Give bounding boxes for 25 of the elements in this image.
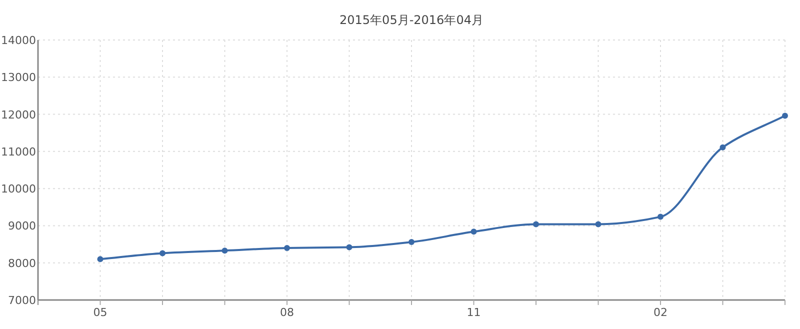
point <box>595 221 602 228</box>
point <box>782 112 788 119</box>
y-tick-label: 7000 <box>8 294 36 307</box>
point <box>346 244 352 250</box>
y-tick-label: 13000 <box>1 71 36 84</box>
point <box>160 250 166 256</box>
point <box>97 256 104 262</box>
point <box>470 228 477 235</box>
point <box>720 144 726 150</box>
y-tick-label: 12000 <box>1 108 36 122</box>
x-tick-label: 05 <box>93 306 108 319</box>
chart-title: 2015年05月-2016年04月 <box>340 13 484 27</box>
y-tick-label: 9000 <box>8 220 36 233</box>
point <box>408 239 414 246</box>
point <box>222 248 228 254</box>
x-tick-label: 02 <box>654 306 668 319</box>
y-tick-label: 14000 <box>1 34 36 47</box>
x-tick-label: 11 <box>466 306 481 319</box>
y-tick-label: 8000 <box>8 256 36 270</box>
y-tick-label: 10000 <box>1 182 36 196</box>
point <box>658 214 664 220</box>
point <box>533 221 539 228</box>
x-tick-label: 08 <box>280 306 294 319</box>
y-tick-label: 11000 <box>1 145 36 158</box>
point <box>284 245 290 251</box>
